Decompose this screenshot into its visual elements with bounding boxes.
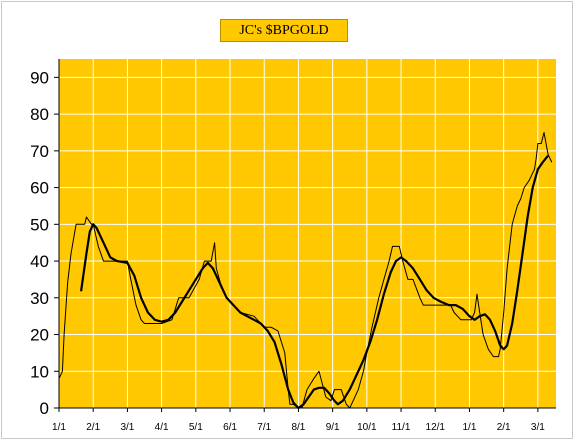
y-tick-label: 20 <box>30 326 49 345</box>
x-tick-label: 10/1 <box>357 422 377 433</box>
x-tick-label: 2/1 <box>497 422 511 433</box>
y-tick-label: 80 <box>30 105 49 124</box>
x-tick-label: 9/1 <box>326 422 340 433</box>
y-tick-label: 50 <box>30 215 49 234</box>
x-tick-label: 5/1 <box>189 422 203 433</box>
y-tick-label: 30 <box>30 289 49 308</box>
x-tick-label: 2/1 <box>86 422 100 433</box>
x-tick-label: 1/1 <box>463 422 477 433</box>
x-tick-label: 12/1 <box>426 422 446 433</box>
y-tick-label: 90 <box>30 68 49 87</box>
x-tick-label: 1/1 <box>52 422 66 433</box>
y-tick-label: 40 <box>30 252 49 271</box>
x-tick-label: 8/1 <box>291 422 305 433</box>
x-tick-label: 6/1 <box>223 422 237 433</box>
series-layer <box>58 132 553 410</box>
y-tick-label: 10 <box>30 362 49 381</box>
chart-title: JC's $BPGOLD <box>220 19 348 42</box>
x-tick-label: 3/1 <box>531 422 545 433</box>
y-tick-label: 60 <box>30 179 49 198</box>
y-axis-ticks: 0 10 20 30 40 50 60 70 80 90 <box>30 68 59 418</box>
series-raw-line <box>58 132 553 409</box>
y-tick-label: 70 <box>30 142 49 161</box>
x-tick-label: 3/1 <box>120 422 134 433</box>
x-axis-ticks: 1/1 2/1 3/1 4/1 5/1 6/1 7/1 8/1 9/1 10/1 11/1 12/1 1… <box>52 408 545 433</box>
y-tick-label: 0 <box>40 399 49 418</box>
plot-area <box>59 59 556 408</box>
series-smoothed-line <box>80 155 549 410</box>
x-tick-label: 7/1 <box>257 422 271 433</box>
x-tick-label: 11/1 <box>392 422 411 433</box>
x-tick-label: 4/1 <box>155 422 169 433</box>
grid-layer <box>59 59 556 408</box>
